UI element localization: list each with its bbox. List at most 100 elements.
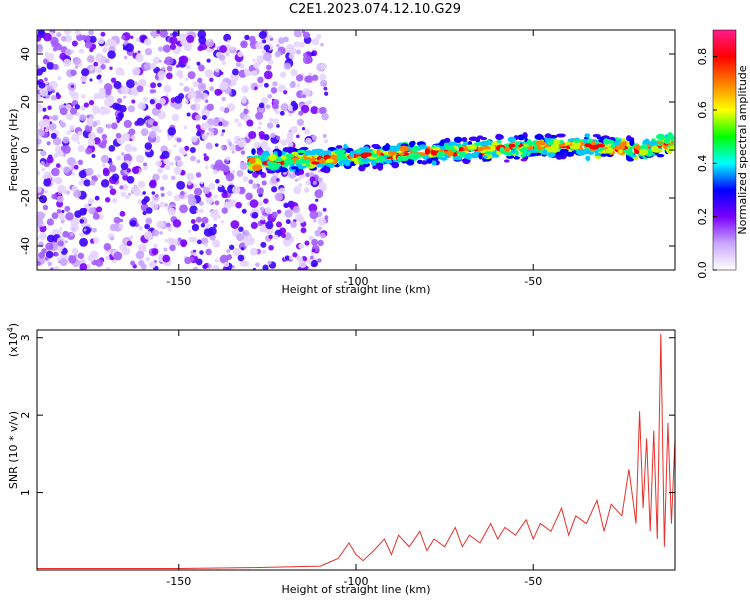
spectrogram-cell <box>406 159 415 166</box>
spectrogram-cell <box>162 254 171 263</box>
spectrogram-cell <box>290 171 294 175</box>
spectrogram-cell <box>192 81 199 88</box>
colorbar-tick-label: 0.2 <box>696 208 709 226</box>
spectrogram-cell <box>57 247 63 253</box>
spectrogram-cell <box>65 212 74 221</box>
spectrogram-cell <box>50 132 57 139</box>
spectrogram-cell <box>220 71 224 75</box>
spectrogram-cell <box>320 62 328 70</box>
spectrogram-cell <box>262 150 270 157</box>
spectrogram-cell <box>38 251 46 259</box>
spectrogram-cell <box>235 62 241 68</box>
spectrogram-cell <box>64 205 71 212</box>
spectrogram-cell <box>256 171 264 175</box>
spectrogram-cell <box>149 98 156 105</box>
spectrogram-cell <box>122 46 128 51</box>
spectrogram-cell <box>221 120 229 128</box>
spectrogram-cell <box>169 43 177 50</box>
spectrogram-cell <box>158 97 166 105</box>
spectrogram-cell <box>520 158 528 162</box>
spectrogram-cell <box>230 46 234 51</box>
spectrogram-cell <box>120 191 127 198</box>
spectrogram-cell <box>256 55 265 64</box>
spectrogram-cell <box>157 167 164 174</box>
spectrogram-cell <box>196 239 202 245</box>
spectrogram-cell <box>219 81 229 91</box>
spectrogram-cell <box>550 147 559 153</box>
spectrogram-cell <box>180 190 185 196</box>
spectrogram-cell <box>236 170 244 178</box>
spectrogram-y-tick-label: 20 <box>19 95 32 109</box>
spectrogram-cell <box>263 82 269 88</box>
spectrogram-cell <box>59 52 67 61</box>
spectrogram-cell <box>547 149 553 153</box>
spectrogram-cell <box>499 146 505 154</box>
colorbar-tick-label: 0.6 <box>696 101 709 119</box>
spectrogram-cell <box>572 139 581 143</box>
spectrogram-cell <box>43 77 48 82</box>
spectrogram-cell <box>138 78 147 88</box>
spectrogram-cell <box>186 112 191 117</box>
spectrogram-cell <box>96 126 104 134</box>
spectrogram-cell <box>292 205 301 214</box>
spectrogram-cell <box>159 201 166 208</box>
spectrogram-cell <box>237 254 245 262</box>
spectrogram-cell <box>295 49 301 55</box>
spectrogram-cell <box>297 183 303 188</box>
spectrogram-cell <box>130 134 136 140</box>
spectrogram-cell <box>121 183 129 191</box>
spectrogram-cell <box>196 61 201 66</box>
spectrogram-cell <box>62 145 71 154</box>
spectrogram-cell <box>89 47 94 53</box>
spectrogram-cell <box>322 133 327 139</box>
spectrogram-y-tick-label: 0 <box>19 147 32 154</box>
spectrogram-cell <box>78 180 84 186</box>
spectrogram-cell <box>70 107 78 115</box>
spectrogram-cell <box>349 150 355 158</box>
spectrogram-cell <box>274 182 279 187</box>
spectrogram-cell <box>503 147 510 152</box>
spectrogram-cell <box>461 158 468 163</box>
spectrogram-cell <box>119 210 126 217</box>
spectrogram-cell <box>547 141 556 146</box>
spectrogram-cell <box>37 227 41 233</box>
spectrogram-cell <box>83 179 91 187</box>
spectrogram-cell <box>168 207 176 216</box>
spectrogram-cell <box>38 81 46 89</box>
spectrogram-cell <box>237 122 242 127</box>
spectrogram-cell <box>326 149 331 155</box>
spectrogram-cell <box>214 143 219 147</box>
spectrogram-cell <box>118 244 127 252</box>
spectrogram-cell <box>456 151 466 155</box>
spectrogram-cell <box>290 166 299 170</box>
spectrogram-cell <box>104 107 111 115</box>
spectrogram-cell <box>255 111 264 120</box>
spectrogram-cell <box>61 209 65 214</box>
spectrogram-cell <box>296 83 301 88</box>
colorbar-label: Normalized spectral amplitude <box>736 65 749 234</box>
spectrogram-cell <box>214 88 222 96</box>
spectrogram-cell <box>266 122 274 129</box>
spectrogram-cell <box>272 99 280 106</box>
spectrogram-cell <box>276 124 280 128</box>
spectrogram-cell <box>37 186 42 193</box>
spectrogram-cell <box>212 239 221 248</box>
spectrogram-cell <box>100 31 106 37</box>
spectrogram-cell <box>317 239 324 247</box>
spectrogram-cell <box>176 70 183 78</box>
spectrogram-cell <box>623 148 633 154</box>
spectrogram-cell <box>153 243 158 249</box>
spectrogram-cell <box>295 74 304 82</box>
snr-plot: -150 -100 -50 1 2 3 Height of straight line … <box>6 323 676 596</box>
spectrogram-cell <box>325 158 334 164</box>
spectrogram-cell <box>145 207 153 214</box>
spectrogram-cell <box>197 30 207 39</box>
spectrogram-cell <box>55 92 60 96</box>
spectrogram-cell <box>126 175 135 184</box>
spectrogram-cell <box>113 251 123 261</box>
spectrogram-cell <box>587 151 595 155</box>
spectrogram-cell <box>343 143 348 149</box>
spectrogram-cell <box>376 149 381 156</box>
spectrogram-cell <box>259 83 263 88</box>
spectrogram-cell <box>254 86 258 90</box>
